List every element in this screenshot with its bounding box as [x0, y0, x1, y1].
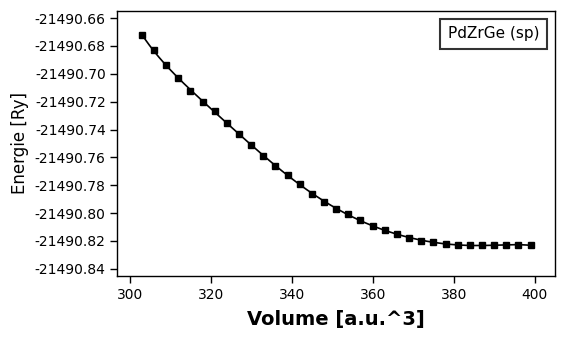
X-axis label: Volume [a.u.^3]: Volume [a.u.^3]: [247, 310, 425, 329]
Legend: PdZrGe (sp): PdZrGe (sp): [440, 19, 547, 49]
Y-axis label: Energie [Ry]: Energie [Ry]: [11, 92, 29, 194]
